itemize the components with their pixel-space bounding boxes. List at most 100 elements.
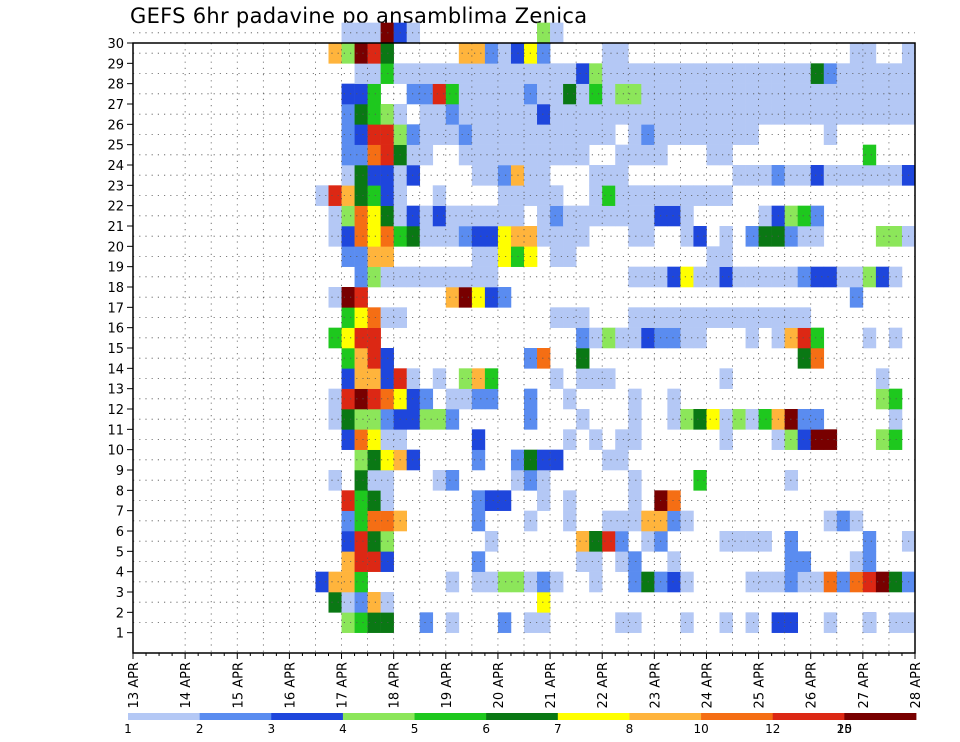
heatmap-cell [810, 429, 825, 450]
heatmap-cell [719, 368, 733, 389]
heatmap-cell [680, 63, 694, 84]
heatmap-cell [419, 205, 434, 227]
heatmap-cell [328, 287, 342, 308]
y-axis-ticks: 1234567891011121314151617181920212223242… [107, 37, 133, 642]
heatmap-cell [406, 266, 421, 288]
heatmap-cell [367, 246, 381, 267]
heatmap-cell [875, 83, 890, 105]
heatmap-cell [354, 83, 368, 105]
legend-label: 2 [196, 722, 204, 736]
y-tick-label: 28 [107, 78, 124, 93]
heatmap-cell [719, 124, 733, 145]
heatmap-cell [615, 185, 629, 206]
heatmap-cell [497, 490, 512, 511]
heatmap-cell [615, 531, 629, 552]
heatmap-cell [471, 43, 486, 64]
heatmap-cell [888, 226, 903, 247]
legend-swatch [199, 713, 272, 720]
heatmap-cell [458, 226, 473, 247]
heatmap-cell [367, 368, 381, 389]
heatmap-cell [354, 449, 368, 471]
x-tick-label: 26 APR [805, 662, 820, 708]
heatmap-cell [432, 104, 447, 125]
heatmap-cell [576, 226, 590, 247]
heatmap-cell [745, 307, 759, 328]
heatmap-cell [628, 612, 642, 633]
heatmap-cell [875, 165, 890, 186]
heatmap-cell [862, 104, 877, 125]
heatmap-cell [628, 266, 642, 288]
heatmap-cell [615, 104, 629, 125]
heatmap-cell [341, 429, 355, 450]
heatmap-cell [445, 63, 460, 84]
heatmap-cell [354, 287, 368, 308]
heatmap-cell [797, 571, 812, 593]
heatmap-cell [836, 510, 851, 532]
heatmap-cell [680, 327, 694, 349]
heatmap-cell [797, 63, 812, 84]
y-tick-label: 1 [116, 627, 124, 642]
heatmap-cell [693, 266, 707, 288]
heatmap-cell [810, 571, 825, 593]
heatmap-cell [628, 551, 642, 572]
heatmap-cell [680, 104, 694, 125]
y-tick-label: 7 [116, 505, 124, 520]
heatmap-cell [680, 409, 694, 430]
heatmap-cell [667, 327, 681, 349]
legend-swatch [342, 713, 415, 720]
heatmap-cell [406, 83, 421, 105]
x-tick-label: 23 APR [648, 662, 663, 708]
heatmap-cell [862, 63, 877, 84]
legend-label: 5 [411, 722, 419, 736]
x-tick-label: 25 APR [753, 662, 768, 708]
heatmap-cell [602, 205, 616, 227]
heatmap-cell [589, 104, 603, 125]
heatmap-cell [537, 571, 551, 593]
heatmap-cell [419, 144, 434, 166]
x-tick-label: 13 APR [127, 662, 142, 708]
heatmap-cell [484, 531, 499, 552]
heatmap-cell [836, 266, 851, 288]
heatmap-cell [615, 449, 629, 471]
heatmap-cell [706, 63, 720, 84]
heatmap-cell [797, 307, 812, 328]
heatmap-cell [341, 104, 355, 125]
heatmap-cell [693, 185, 707, 206]
heatmap-cell [367, 307, 381, 328]
heatmap-cell [419, 409, 434, 430]
heatmap-cell [550, 185, 564, 206]
heatmap-cell [419, 266, 434, 288]
heatmap-cell [745, 63, 759, 84]
heatmap-cell [706, 409, 720, 430]
heatmap-cell [797, 327, 812, 349]
heatmap-cell [680, 83, 694, 105]
heatmap-cell [406, 63, 421, 84]
legend-label: 10 [693, 722, 708, 736]
x-tick-label: 15 APR [231, 662, 246, 708]
heatmap-cell [810, 409, 825, 430]
heatmap-cell [823, 104, 838, 125]
heatmap-cell [823, 124, 838, 145]
heatmap-cell [693, 470, 707, 491]
heatmap-cell [458, 104, 473, 125]
heatmap-cell [354, 490, 368, 511]
heatmap-cell [341, 307, 355, 328]
heatmap-cell [537, 43, 551, 64]
heatmap-cell [732, 307, 746, 328]
heatmap-cell [667, 266, 681, 288]
y-tick-label: 12 [107, 403, 124, 418]
heatmap-cell [354, 510, 368, 532]
heatmap-cell [589, 429, 603, 450]
heatmap-cell [458, 83, 473, 105]
heatmap-cell [354, 124, 368, 145]
heatmap-cell [693, 83, 707, 105]
heatmap-cell [810, 266, 825, 288]
heatmap-cell [341, 531, 355, 552]
heatmap-cell [458, 287, 473, 308]
heatmap-cell [745, 531, 759, 552]
heatmap-cell [680, 205, 694, 227]
heatmap-cell [367, 185, 381, 206]
heatmap-cell [628, 409, 642, 430]
heatmap-cell [341, 348, 355, 369]
y-tick-label: 6 [116, 525, 124, 540]
